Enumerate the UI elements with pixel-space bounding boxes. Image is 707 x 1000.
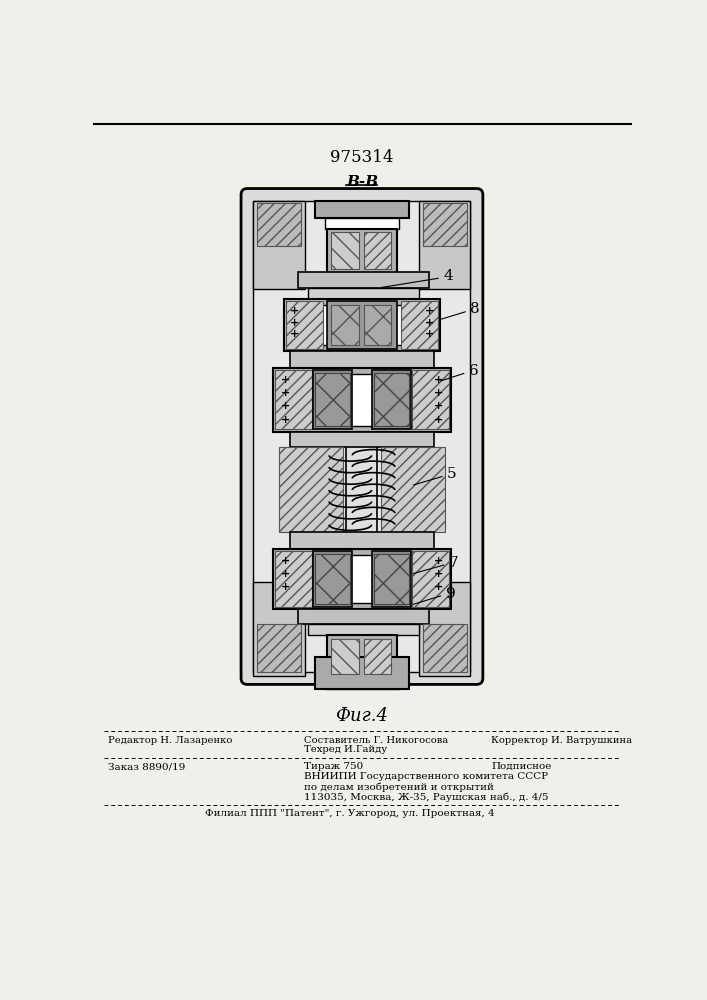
Bar xyxy=(273,368,451,432)
Text: +: + xyxy=(281,582,290,592)
Text: по делам изобретений и открытий: по делам изобретений и открытий xyxy=(304,782,493,792)
Bar xyxy=(257,624,300,672)
Text: 975314: 975314 xyxy=(330,149,394,166)
Bar xyxy=(372,370,411,429)
Bar xyxy=(279,555,445,603)
Bar xyxy=(363,232,392,269)
Text: 5: 5 xyxy=(448,467,457,481)
Text: 4: 4 xyxy=(443,269,453,283)
Bar xyxy=(315,554,351,604)
Bar xyxy=(331,232,359,269)
Bar xyxy=(419,582,470,676)
Text: В-В: В-В xyxy=(346,175,378,189)
Bar xyxy=(373,554,409,604)
Text: +: + xyxy=(425,318,434,328)
Text: 9: 9 xyxy=(445,587,455,601)
Bar xyxy=(325,678,399,689)
Text: +: + xyxy=(425,306,434,316)
Bar xyxy=(313,370,352,429)
Bar xyxy=(279,447,343,532)
Bar xyxy=(273,549,451,609)
Text: +: + xyxy=(434,388,443,398)
Text: +: + xyxy=(434,582,443,592)
Text: 7: 7 xyxy=(449,556,458,570)
Text: +: + xyxy=(425,329,434,339)
Bar xyxy=(315,657,409,689)
Bar xyxy=(401,301,438,349)
Text: Редактор Н. Лазаренко: Редактор Н. Лазаренко xyxy=(107,736,232,745)
Bar xyxy=(419,201,470,289)
Bar xyxy=(327,229,397,273)
Bar xyxy=(275,551,312,607)
Bar xyxy=(290,432,434,447)
Text: Филиал ППП "Патент", г. Ужгород, ул. Проектная, 4: Филиал ППП "Патент", г. Ужгород, ул. Про… xyxy=(204,809,494,818)
Text: ВНИИПИ Государственного комитета СССР: ВНИИПИ Государственного комитета СССР xyxy=(304,772,548,781)
Bar xyxy=(363,305,392,345)
Bar xyxy=(327,635,397,678)
Bar xyxy=(327,301,397,349)
Bar xyxy=(253,201,305,289)
Bar xyxy=(290,532,434,549)
Bar xyxy=(253,201,470,672)
Bar xyxy=(423,624,467,672)
Text: Техред И.Гайду: Техред И.Гайду xyxy=(304,745,387,754)
Bar xyxy=(290,351,434,368)
Text: 8: 8 xyxy=(470,302,480,316)
Bar xyxy=(275,370,312,429)
Text: +: + xyxy=(434,415,443,425)
Text: Фиг.4: Фиг.4 xyxy=(335,707,388,725)
Text: +: + xyxy=(434,556,443,566)
Bar xyxy=(411,370,449,429)
Text: Подписное: Подписное xyxy=(491,762,551,771)
Bar xyxy=(298,609,429,624)
Text: 113035, Москва, Ж-35, Раушская наб., д. 4/5: 113035, Москва, Ж-35, Раушская наб., д. … xyxy=(304,792,549,802)
Bar xyxy=(286,301,323,349)
Bar xyxy=(284,299,440,351)
Text: +: + xyxy=(434,569,443,579)
Text: Составитель Г. Никогосова: Составитель Г. Никогосова xyxy=(304,736,448,745)
Text: +: + xyxy=(434,401,443,411)
Bar xyxy=(257,203,300,246)
Bar xyxy=(372,551,411,607)
Bar xyxy=(308,288,419,299)
Bar xyxy=(313,551,352,607)
Text: +: + xyxy=(281,415,290,425)
Text: Тираж 750: Тираж 750 xyxy=(304,762,363,771)
Bar xyxy=(315,373,351,426)
Bar xyxy=(363,639,392,674)
Text: +: + xyxy=(290,318,299,328)
Text: +: + xyxy=(281,569,290,579)
Bar xyxy=(331,305,359,345)
Text: +: + xyxy=(281,556,290,566)
Text: +: + xyxy=(281,401,290,411)
Bar xyxy=(411,551,449,607)
Bar xyxy=(346,201,378,677)
Bar xyxy=(373,373,409,426)
Bar xyxy=(331,639,359,674)
Text: 6: 6 xyxy=(469,364,479,378)
Bar xyxy=(298,272,429,288)
Bar xyxy=(308,624,419,635)
Bar xyxy=(253,582,305,676)
Text: +: + xyxy=(281,388,290,398)
Text: Заказ 8890/19: Заказ 8890/19 xyxy=(107,762,185,771)
Bar xyxy=(290,305,434,345)
Text: +: + xyxy=(434,375,443,385)
Bar xyxy=(381,447,445,532)
Text: Корректор И. Ватрушкина: Корректор И. Ватрушкина xyxy=(491,736,633,745)
Text: +: + xyxy=(290,306,299,316)
Text: +: + xyxy=(281,375,290,385)
Bar xyxy=(315,201,409,218)
FancyBboxPatch shape xyxy=(241,189,483,684)
Bar xyxy=(325,218,399,229)
Bar xyxy=(423,203,467,246)
Bar xyxy=(279,374,445,426)
Text: +: + xyxy=(290,329,299,339)
